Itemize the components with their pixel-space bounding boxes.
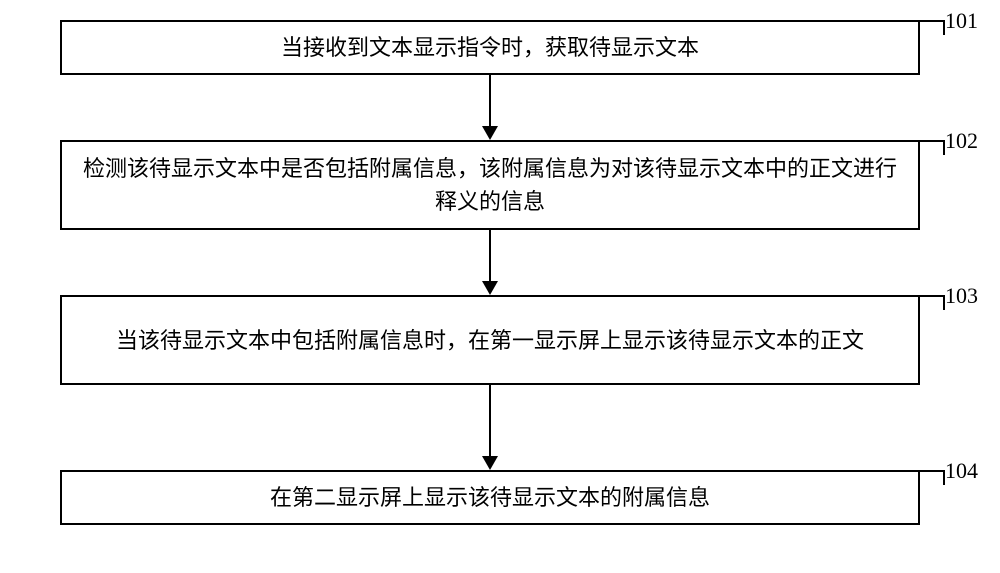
flowchart-step-103: 当该待显示文本中包括附属信息时，在第一显示屏上显示该待显示文本的正文 [60,295,920,385]
step-label-103: 103 [945,283,978,309]
step-text: 当接收到文本显示指令时，获取待显示文本 [281,31,699,64]
step-text: 检测该待显示文本中是否包括附属信息，该附属信息为对该待显示文本中的正文进行释义的… [82,152,898,218]
flowchart-step-102: 检测该待显示文本中是否包括附属信息，该附属信息为对该待显示文本中的正文进行释义的… [60,140,920,230]
step-label-104: 104 [945,458,978,484]
label-connector-104 [920,470,945,485]
arrow-line-2 [489,230,491,281]
label-connector-102 [920,140,945,155]
step-label-102: 102 [945,128,978,154]
flowchart-step-104: 在第二显示屏上显示该待显示文本的附属信息 [60,470,920,525]
label-connector-101 [920,20,945,35]
arrow-head-2 [482,281,498,295]
step-text: 在第二显示屏上显示该待显示文本的附属信息 [270,481,710,514]
arrow-head-1 [482,126,498,140]
arrow-line-1 [489,75,491,126]
flowchart-step-101: 当接收到文本显示指令时，获取待显示文本 [60,20,920,75]
label-connector-103 [920,295,945,310]
step-label-101: 101 [945,8,978,34]
arrow-head-3 [482,456,498,470]
step-text: 当该待显示文本中包括附属信息时，在第一显示屏上显示该待显示文本的正文 [116,324,864,357]
arrow-line-3 [489,385,491,456]
